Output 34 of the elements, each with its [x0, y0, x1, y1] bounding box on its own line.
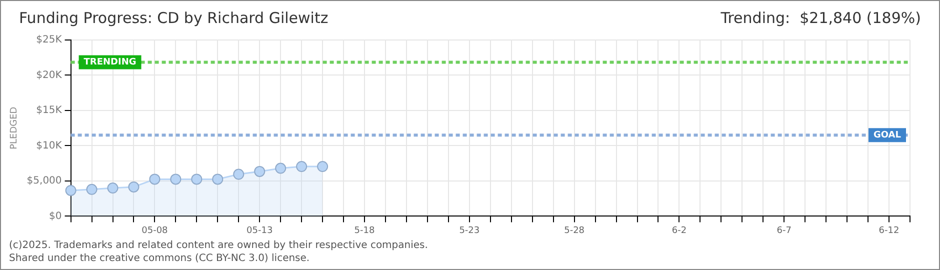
text: Shared under the creative commons (CC BY-NC 3.0) license. [9, 252, 311, 265]
point [65, 184, 76, 196]
x-tick-label: 5-23 [459, 226, 480, 236]
ref-line-label: GOAL [874, 130, 902, 140]
y-tick-label: $0 [49, 210, 62, 222]
x-tick-label: 6-12 [878, 226, 900, 236]
y-tick-label: $5,000 [26, 176, 62, 187]
x-tick-label: 5-18 [354, 226, 375, 236]
x-tick-label: 6-2 [672, 226, 687, 236]
ref-line-label: TRENDING [84, 58, 136, 68]
y-tick-label: $15K [36, 105, 62, 116]
text: (c)2025. Trademarks and related content are owned by their respective companies. [9, 239, 429, 252]
x-tick-label: 6-7 [776, 226, 792, 236]
y-tick-label: $25K [36, 34, 62, 46]
point [86, 184, 98, 195]
x-tick-label: 5-28 [564, 226, 585, 236]
point [170, 174, 182, 185]
point [128, 181, 140, 192]
point [233, 168, 244, 180]
chart-title: Funding Progress: CD by Richard Gilewitz [19, 9, 328, 29]
point [317, 161, 328, 172]
x-tick-label: 05-13 [246, 226, 273, 236]
point [275, 162, 286, 174]
x-tick-label: 05-08 [142, 226, 168, 236]
point [254, 166, 266, 177]
point [191, 174, 202, 185]
point [149, 174, 160, 185]
y-tick-label: $20K [36, 70, 62, 81]
point [296, 161, 308, 172]
y-axis-title: PLEDGED [10, 106, 20, 150]
point [107, 182, 118, 194]
chart-subtitle: Trending: $21,840 (189%) [720, 9, 921, 29]
point [212, 174, 224, 185]
y-tick-label: $10K [36, 140, 62, 152]
